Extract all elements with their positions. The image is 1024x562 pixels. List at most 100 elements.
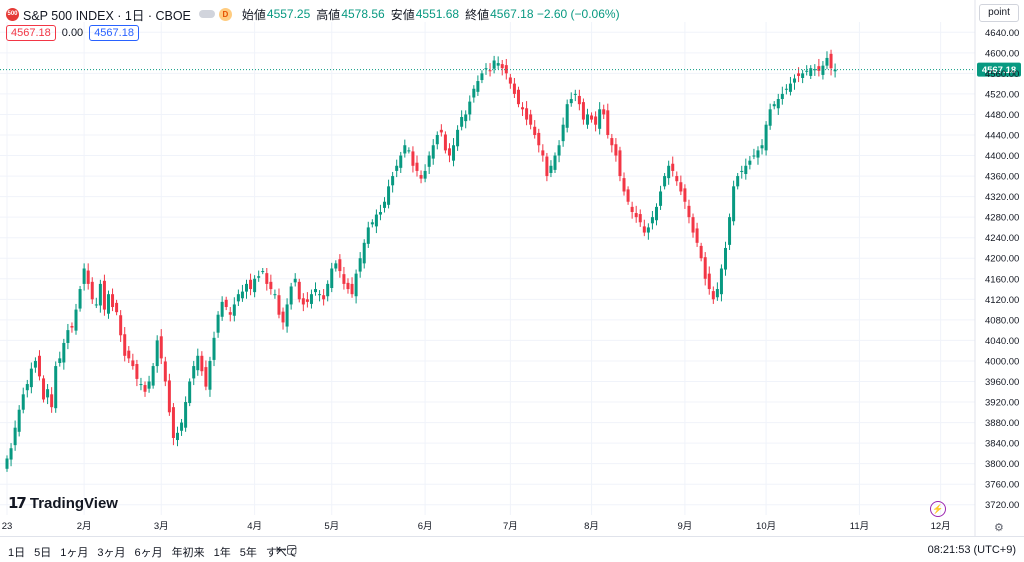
candle-body [744,165,748,175]
range-6m[interactable]: 6ヶ月 [134,547,163,559]
candle-body [378,212,382,215]
candle-body [261,271,265,273]
tradingview-logo[interactable]: 𝟭𝟳 TradingView [8,494,118,513]
candle-body [115,302,119,313]
candle-body [484,68,488,70]
candle-body [577,95,581,105]
candle-body [663,176,667,187]
candle-body [155,340,159,367]
dividend-badge[interactable]: D [218,7,232,21]
candle-body [728,217,732,245]
range-5d[interactable]: 5日 [34,547,52,559]
candle-body [821,65,825,75]
candle-body [143,385,147,392]
candle-body [654,206,658,221]
candle-body [768,109,772,126]
candle-body [350,283,354,295]
bottom-toolbar: 1日 5日 1ヶ月 3ヶ月 6ヶ月 年初来 1年 5年 すべて ⇤▢ 08:21… [0,536,1024,562]
candle-body [561,124,565,142]
symbol-badge[interactable]: 500 [6,7,19,21]
time-axis[interactable]: 23 2月 3月 4月 5月 6月 7月 8月 9月 10月 11月 12月 [2,521,951,532]
candle-body [764,124,768,151]
candle-body [622,178,626,192]
date-tick-label: 12月 [931,521,951,532]
candle-body [175,432,179,441]
candle-body [590,115,594,120]
candle-body [472,88,476,98]
candle-body [516,89,520,105]
lightning-icon[interactable]: ⚡ [930,501,946,517]
date-tick-label: 23 [2,521,13,532]
candle-body [131,360,135,367]
buy-price-button[interactable]: 4567.18 [89,25,139,41]
candle-body [17,409,21,432]
candle-body [285,304,289,327]
candle-body [801,73,805,78]
candle-body [585,114,589,125]
range-3m[interactable]: 3ヶ月 [97,547,126,559]
high-value: 4578.56 [341,7,385,21]
candle-body [220,301,224,317]
candle-body [431,145,435,159]
range-5y[interactable]: 5年 [239,547,257,559]
candle-body [508,77,512,84]
candle-body [119,315,123,336]
range-1d[interactable]: 1日 [8,547,26,559]
candle-body [423,170,427,179]
logo-text: TradingView [29,494,118,512]
candle-body [338,259,342,272]
candle-body [452,145,456,161]
candle-body [37,355,41,377]
date-tick-label: 4月 [247,521,262,532]
candle-body [557,145,561,156]
candle-body [525,108,529,120]
candle-body [492,60,496,69]
candle-body [192,366,196,379]
candle-body [813,69,817,71]
gear-icon[interactable]: ⚙ [994,522,1004,534]
candle-body [537,132,541,146]
candle-body [797,73,801,76]
date-tick-label: 7月 [503,521,518,532]
price-tick-label: 4400.00 [985,151,1019,162]
candle-body [281,311,285,323]
candle-body [512,83,516,94]
visibility-toggle[interactable] [198,10,215,18]
candle-body [699,245,703,259]
candle-body [598,109,602,129]
candle-body [366,227,370,244]
candle-body [606,110,610,135]
date-tick-label: 9月 [678,521,693,532]
candle-body [809,68,813,76]
symbol-title[interactable]: S&P 500 INDEX · 1日 · CBOE [23,8,191,23]
clock-display[interactable]: 08:21:53 (UTC+9) [927,544,1016,556]
price-axis[interactable]: 3720.00 3760.00 3800.00 3840.00 3880.00 3920.… [985,28,1019,511]
range-1m[interactable]: 1ヶ月 [60,547,89,559]
candle-body [443,134,447,151]
calendar-icon[interactable]: ⇤▢ [276,542,298,556]
candle-body [66,330,70,343]
price-tick-label: 4240.00 [985,233,1019,244]
candle-body [387,186,391,205]
range-ytd[interactable]: 年初来 [171,547,205,559]
range-1y[interactable]: 1年 [213,547,231,559]
price-tick-label: 4280.00 [985,213,1019,224]
candle-body [427,155,431,167]
price-tick-label: 4040.00 [985,336,1019,347]
candle-body [29,368,33,388]
last-price-badge[interactable] [977,62,1021,77]
candle-body [309,294,313,304]
candle-body [342,274,346,284]
candle-body [719,268,723,295]
range-buttons: 1日 5日 1ヶ月 3ヶ月 6ヶ月 年初来 1年 5年 すべて [8,544,307,560]
price-tick-label: 3920.00 [985,398,1019,409]
range-all[interactable]: すべて [265,547,298,559]
price-unit-button[interactable]: point [979,4,1019,22]
candle-body [293,278,297,283]
sell-price-button[interactable]: 4567.18 [6,25,56,41]
candle-body [212,337,216,360]
candle-body [748,160,752,165]
candle-body [326,283,330,297]
price-tick-label: 4560.00 [985,69,1019,80]
